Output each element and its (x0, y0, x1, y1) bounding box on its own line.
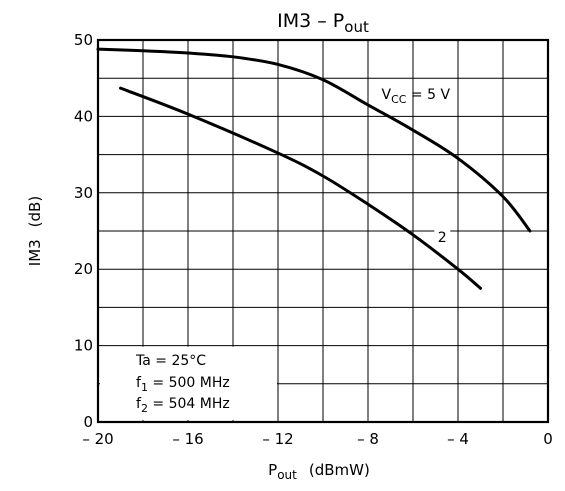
conditions-box (100, 346, 277, 420)
series-lines (96, 47, 532, 290)
series-vcc-label-base: V (382, 87, 392, 103)
x-axis-label-base: P (268, 461, 277, 479)
y-axis-label-unit: (dB) (26, 196, 44, 228)
series-vcc-label-subscript: CC (391, 93, 407, 106)
y-tick-label: 40 (74, 107, 93, 125)
condition-f2-tail: = 504 MHz (148, 396, 230, 412)
series-2-label: 2 (438, 230, 447, 246)
x-tick-label: – 12 (262, 430, 293, 448)
series-2-label-background (434, 229, 451, 246)
y-tick-label: 10 (74, 337, 93, 355)
condition-f2-base: f (136, 396, 142, 412)
x-tick-label: – 4 (447, 430, 469, 448)
condition-f1-subscript: 1 (141, 381, 148, 394)
y-tick-label: 0 (83, 413, 93, 431)
series-2-label-text: 2 (438, 230, 447, 246)
y-tick-label: 20 (74, 260, 93, 278)
condition-ta: Ta = 25°C (135, 353, 206, 369)
series-2-line (119, 86, 482, 290)
condition-f1-base: f (136, 375, 142, 391)
plot-frame (96, 38, 550, 424)
y-axis-label-base: IM3 (26, 239, 44, 266)
condition-f2-subscript: 2 (141, 402, 148, 415)
x-axis-label: Pout (dBmW) (268, 461, 370, 482)
series-vcc-5v-line (96, 47, 532, 233)
x-tick-label: – 20 (82, 430, 113, 448)
tick-labels: – 20 – 16 – 12 – 8 – 4 0 0 10 20 30 40 50 (74, 31, 553, 448)
x-axis-label-subscript: out (277, 468, 297, 482)
title-base: IM3 – P (277, 10, 344, 32)
condition-f2: f2 = 504 MHz (136, 396, 230, 415)
y-axis-label: IM3 (dB) (26, 196, 44, 266)
x-axis-label-unit: (dBmW) (309, 461, 370, 479)
x-tick-label: 0 (543, 430, 553, 448)
y-tick-label: 50 (74, 31, 93, 49)
series-vcc-label-tail: = 5 V (406, 87, 450, 103)
series-vcc-label: VCC = 5 V (382, 87, 451, 106)
condition-f1: f1 = 500 MHz (136, 375, 230, 394)
condition-f1-tail: = 500 MHz (148, 375, 230, 391)
y-tick-label: 30 (74, 184, 93, 202)
title-subscript: out (344, 18, 369, 36)
condition-ta-text: Ta = 25°C (135, 353, 206, 369)
x-tick-label: – 8 (357, 430, 379, 448)
chart-title: IM3 – Pout (277, 10, 369, 36)
x-tick-label: – 16 (172, 430, 203, 448)
